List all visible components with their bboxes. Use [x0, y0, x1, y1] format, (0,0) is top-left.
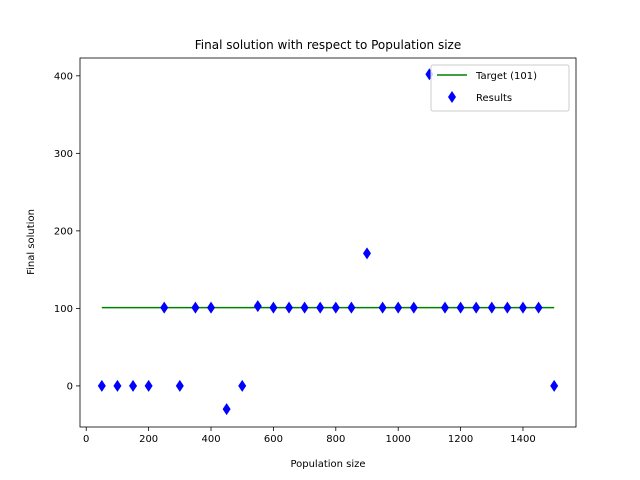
result-point: [518, 301, 527, 314]
result-point: [300, 301, 309, 314]
result-point: [191, 301, 200, 314]
legend-box: [430, 64, 570, 112]
y-tick-label: 100: [54, 304, 73, 315]
result-point: [269, 301, 278, 314]
chart-title: Final solution with respect to Populatio…: [195, 38, 462, 52]
x-axis-label: Population size: [290, 459, 365, 470]
y-axis: 0 100 200 300 400: [54, 71, 80, 392]
result-point: [285, 301, 294, 314]
x-tick-label: 400: [201, 434, 220, 445]
result-point: [144, 379, 153, 392]
legend: Target (101) Results: [430, 64, 570, 112]
result-point: [394, 301, 403, 314]
result-point: [253, 300, 262, 313]
result-point: [362, 247, 371, 260]
x-axis: 0 200 400 600 800 1000 1200 1400: [83, 427, 536, 445]
result-point: [97, 379, 106, 392]
legend-results-label: Results: [476, 93, 512, 104]
result-point: [207, 301, 216, 314]
x-tick-label: 600: [264, 434, 283, 445]
result-point: [222, 403, 231, 416]
result-point: [487, 301, 496, 314]
result-point: [409, 301, 418, 314]
legend-target-label: Target (101): [475, 71, 537, 82]
result-point: [113, 379, 122, 392]
result-point: [550, 379, 559, 392]
y-tick-label: 400: [54, 71, 73, 82]
plot-area: [97, 68, 559, 416]
result-point: [503, 301, 512, 314]
x-tick-label: 800: [326, 434, 345, 445]
result-point: [129, 379, 138, 392]
x-tick-label: 200: [139, 434, 158, 445]
axes-frame: [79, 57, 577, 428]
x-tick-label: 1200: [448, 434, 473, 445]
y-tick-label: 0: [67, 381, 73, 392]
result-point: [160, 301, 169, 314]
result-point: [175, 379, 184, 392]
result-point: [331, 301, 340, 314]
legend-results-marker: [448, 91, 456, 103]
y-axis-label: Final solution: [26, 209, 37, 275]
y-tick-label: 200: [54, 226, 73, 237]
result-point: [316, 301, 325, 314]
x-tick-label: 0: [83, 434, 89, 445]
result-point: [347, 301, 356, 314]
result-point: [472, 301, 481, 314]
result-point: [534, 301, 543, 314]
x-tick-label: 1400: [510, 434, 535, 445]
x-tick-label: 1000: [385, 434, 410, 445]
result-point: [440, 301, 449, 314]
result-point: [456, 301, 465, 314]
y-tick-label: 300: [54, 149, 73, 160]
result-point: [378, 301, 387, 314]
result-point: [238, 379, 247, 392]
